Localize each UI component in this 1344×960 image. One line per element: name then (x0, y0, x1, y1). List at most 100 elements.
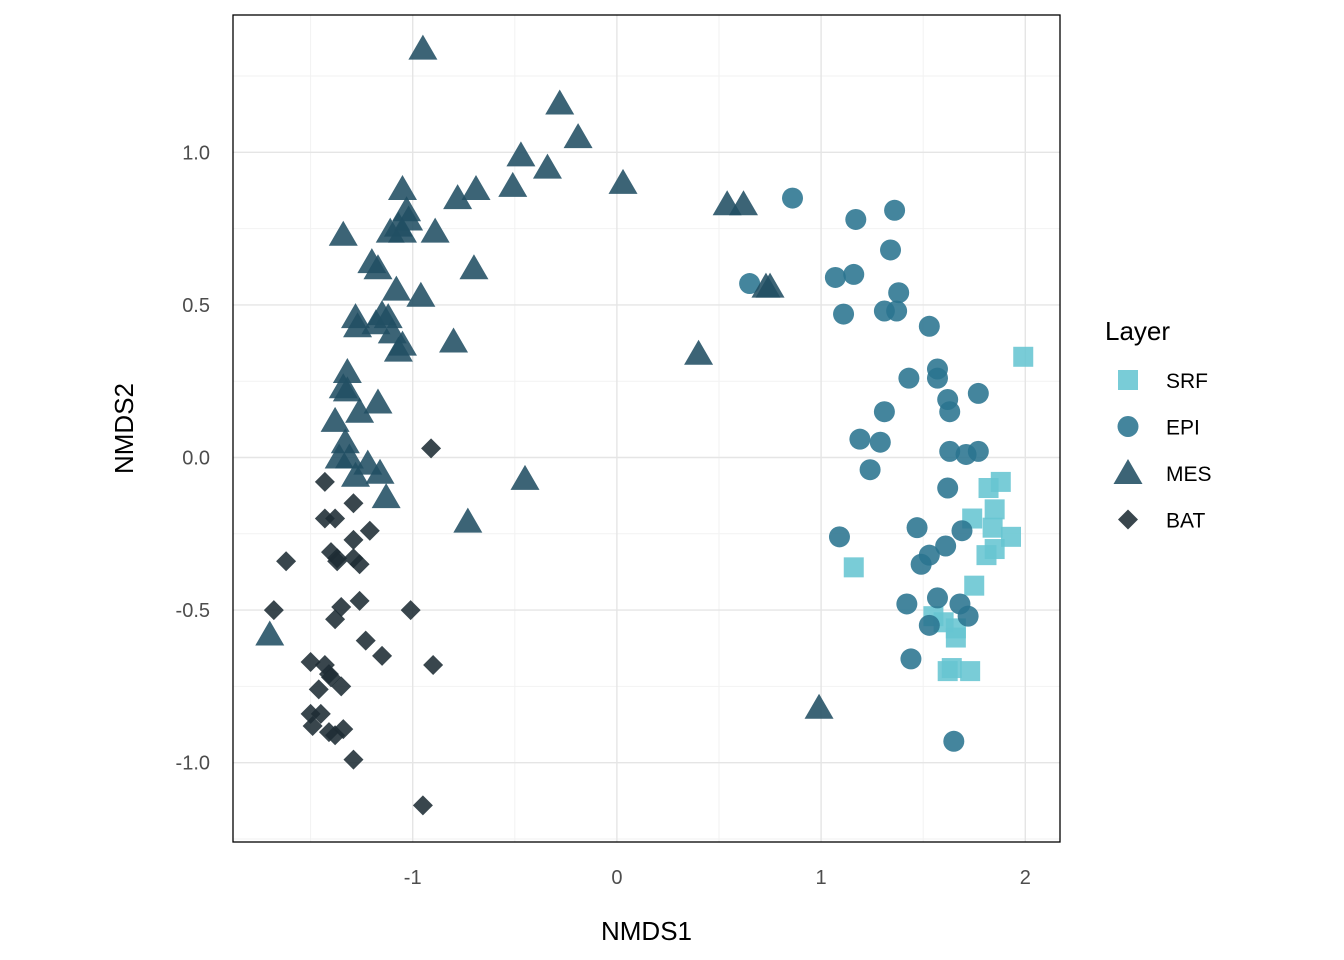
point-mes (332, 358, 362, 384)
point-srf (1000, 526, 1021, 547)
point-epi (886, 300, 908, 322)
point-epi (880, 239, 902, 261)
point-bat (349, 590, 370, 611)
y-tick-label: 0.0 (182, 447, 210, 469)
point-srf (978, 478, 999, 499)
point-mes (341, 461, 371, 487)
point-bat (359, 520, 380, 541)
point-mes (532, 153, 562, 179)
x-axis-ticks: -1 0 1 2 (404, 867, 1031, 889)
point-bat (314, 471, 335, 492)
point-bat (302, 716, 323, 737)
point-mes (459, 254, 489, 280)
point-epi (910, 553, 932, 575)
point-epi (849, 428, 871, 450)
legend-key-srf (1118, 370, 1138, 390)
point-bat (310, 703, 331, 724)
point-epi (918, 315, 940, 337)
point-bat (412, 795, 433, 816)
y-axis-ticks: -1.0 -0.5 0.0 0.5 1.0 (176, 142, 210, 774)
series-epi (739, 187, 989, 752)
point-srf (945, 627, 966, 648)
point-srf (964, 575, 985, 596)
data-points (255, 34, 1034, 816)
point-epi (884, 199, 906, 221)
point-epi (739, 273, 761, 295)
point-mes (684, 339, 714, 365)
point-epi (828, 526, 850, 548)
panel-border (232, 14, 1061, 843)
point-mes (320, 406, 350, 432)
point-mes (332, 376, 362, 402)
point-mes (510, 464, 540, 490)
point-bat (263, 600, 284, 621)
point-epi (888, 282, 910, 304)
point-mes (371, 483, 401, 509)
point-mes (461, 174, 491, 200)
point-bat (400, 600, 421, 621)
point-mes (365, 458, 395, 484)
point-bat (300, 651, 321, 672)
point-epi (900, 648, 922, 670)
point-mes (506, 141, 536, 167)
legend-title: Layer (1105, 316, 1170, 346)
point-mes (406, 281, 436, 307)
point-mes (328, 220, 358, 246)
point-bat (343, 493, 364, 514)
point-mes (408, 34, 438, 60)
legend-key-bat (1118, 509, 1138, 530)
x-axis-title: NMDS1 (601, 916, 692, 946)
point-srf (1013, 346, 1034, 367)
point-mes (420, 217, 450, 243)
y-tick-label: -1.0 (176, 753, 210, 775)
point-epi (869, 431, 891, 453)
point-bat (314, 508, 335, 529)
point-epi (951, 520, 973, 542)
point-mes (443, 184, 473, 210)
y-axis-title: NMDS2 (109, 383, 139, 474)
point-srf (976, 545, 997, 566)
point-epi (939, 401, 961, 423)
x-tick-label: -1 (404, 867, 422, 889)
point-bat (325, 508, 346, 529)
point-bat (349, 554, 370, 575)
point-epi (896, 593, 918, 615)
series-bat (263, 438, 444, 816)
point-mes (381, 275, 411, 301)
point-epi (918, 614, 940, 636)
point-epi (859, 459, 881, 481)
legend-key-epi (1117, 416, 1139, 437)
point-epi (843, 263, 865, 285)
legend-key-mes (1113, 459, 1143, 484)
point-mes (453, 507, 483, 533)
point-bat (343, 529, 364, 550)
point-epi (782, 187, 804, 209)
legend-label: SRF (1166, 370, 1208, 393)
point-mes (563, 123, 593, 149)
point-bat (421, 438, 442, 459)
point-epi (967, 440, 989, 462)
point-epi (833, 303, 855, 325)
point-bat (355, 630, 376, 651)
point-srf (843, 557, 864, 578)
point-epi (926, 367, 948, 389)
point-srf (984, 499, 1005, 520)
point-epi (873, 401, 895, 423)
point-mes (728, 190, 758, 216)
point-mes (498, 171, 528, 197)
point-epi (935, 535, 957, 557)
major-gridlines (233, 15, 1060, 842)
point-mes (608, 168, 638, 194)
point-mes (334, 443, 364, 469)
point-mes (375, 217, 405, 243)
legend-label: BAT (1166, 510, 1205, 533)
point-srf (960, 661, 981, 682)
point-bat (276, 551, 297, 572)
point-epi (906, 517, 928, 539)
y-tick-label: -0.5 (176, 600, 210, 622)
legend-item-srf: SRF (1118, 370, 1208, 393)
point-epi (937, 477, 959, 499)
point-bat (372, 645, 393, 666)
legend-item-epi: EPI (1117, 416, 1200, 440)
legend-item-bat: BAT (1118, 509, 1205, 533)
